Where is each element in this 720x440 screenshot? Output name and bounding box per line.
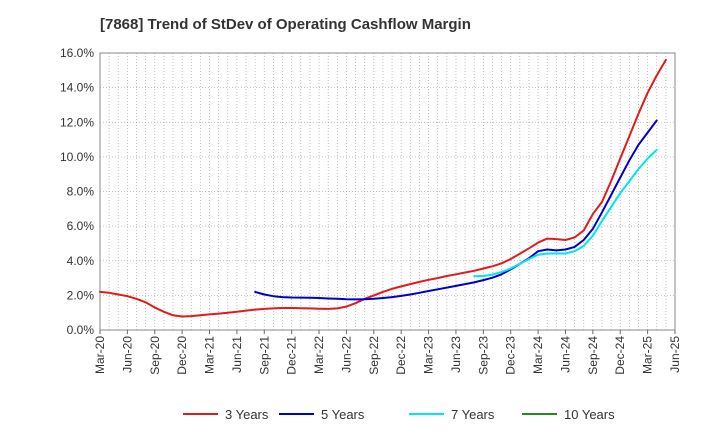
legend-label: 3 Years — [225, 407, 269, 422]
y-tick-label: 14.0% — [60, 81, 94, 95]
plot-frame — [99, 52, 676, 331]
x-tick-label: Mar-23 — [422, 336, 436, 374]
x-tick-label: Dec-20 — [175, 336, 189, 375]
x-tick-label: Jun-23 — [449, 336, 463, 373]
x-tick-label: Jun-21 — [230, 336, 244, 373]
y-axis-labels: 0.0% 2.0% 4.0% 6.0% 8.0% 10.0% 12.0% 14.0% 16.0% — [60, 46, 94, 337]
x-axis-labels: Mar-20 Jun-20 Sep-20 Dec-20 Mar-21 Jun-21 Sep-… — [93, 330, 682, 375]
plot-border — [99, 52, 676, 331]
y-tick-label: 16.0% — [60, 46, 94, 60]
y-tick-label: 8.0% — [67, 185, 95, 199]
x-tick-label: Jun-25 — [668, 336, 682, 373]
grid-lines — [99, 52, 676, 331]
x-tick-label: Jun-24 — [558, 336, 572, 373]
y-tick-label: 10.0% — [60, 150, 94, 164]
x-tick-label: Sep-21 — [257, 336, 271, 375]
x-tick-label: Sep-20 — [148, 336, 162, 375]
x-tick-label: Sep-24 — [586, 336, 600, 375]
series-lines — [99, 58, 667, 318]
x-tick-label: Mar-22 — [312, 336, 326, 374]
x-tick-label: Jun-22 — [339, 336, 353, 373]
series-line-3-years — [99, 58, 667, 318]
x-tick-label: Dec-22 — [394, 336, 408, 375]
x-tick-label: Mar-21 — [203, 336, 217, 374]
y-tick-label: 12.0% — [60, 115, 94, 129]
y-tick-label: 0.0% — [67, 323, 95, 337]
x-tick-label: Dec-23 — [504, 336, 518, 375]
legend-label: 5 Years — [321, 407, 365, 422]
series-line-5-years — [254, 119, 658, 301]
legend: 3 Years 5 Years 7 Years 10 Years — [183, 407, 615, 422]
legend-label: 7 Years — [451, 407, 495, 422]
x-tick-label: Dec-24 — [613, 336, 627, 375]
x-tick-label: Jun-20 — [120, 336, 134, 373]
series-line-7-years — [473, 148, 658, 278]
x-tick-label: Sep-22 — [367, 336, 381, 375]
x-tick-label: Mar-25 — [641, 336, 655, 374]
x-tick-label: Dec-21 — [285, 336, 299, 375]
y-tick-label: 2.0% — [67, 288, 95, 302]
chart-title: [7868] Trend of StDev of Operating Cashf… — [100, 16, 471, 33]
x-tick-label: Sep-23 — [476, 336, 490, 375]
legend-label: 10 Years — [564, 407, 615, 422]
y-tick-label: 4.0% — [67, 254, 95, 268]
x-tick-label: Mar-24 — [531, 336, 545, 374]
y-tick-label: 6.0% — [67, 219, 95, 233]
x-tick-label: Mar-20 — [93, 336, 107, 374]
